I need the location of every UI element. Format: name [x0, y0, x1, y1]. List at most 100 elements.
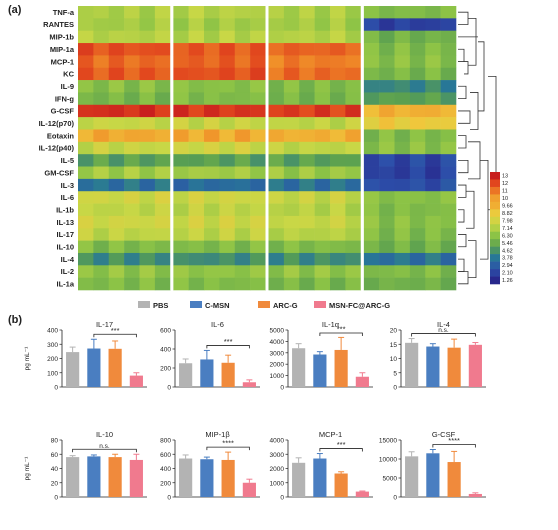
significance-label: ****	[448, 436, 460, 445]
y-tick-label: 20	[390, 328, 398, 335]
heatmap-cell	[219, 203, 236, 217]
heatmap-cell	[425, 117, 441, 130]
heatmap-cell	[154, 166, 171, 180]
heatmap-cell	[394, 6, 411, 19]
heatmap-cell	[234, 154, 251, 167]
y-tick-label: 4000	[270, 339, 285, 346]
heatmap-cell	[154, 104, 171, 118]
heatmap-cell	[234, 117, 251, 130]
heatmap-cell	[440, 92, 457, 106]
heatmap-cell	[219, 265, 236, 278]
heatmap-cell	[440, 228, 457, 241]
heatmap-cell	[188, 215, 205, 229]
bar	[66, 457, 80, 497]
heatmap-cell	[234, 104, 251, 118]
heatmap-cell	[314, 215, 331, 229]
row-label: IL-1b	[56, 205, 74, 214]
heatmap-cell	[154, 92, 171, 106]
heatmap-cell	[108, 43, 125, 56]
heatmap-cell	[299, 104, 315, 118]
heatmap-cell	[93, 265, 110, 278]
heatmap-cell	[78, 104, 94, 118]
heatmap-cell	[283, 166, 300, 180]
significance-bracket	[319, 332, 363, 336]
colorbar-segment	[490, 179, 500, 188]
y-tick-label: 200	[160, 480, 171, 487]
heatmap-cell	[204, 141, 220, 155]
heatmap-cell	[299, 67, 315, 81]
heatmap-cell	[299, 240, 315, 254]
heatmap-cell	[363, 6, 380, 19]
heatmap-cell	[299, 252, 315, 266]
heatmap-cell	[204, 18, 220, 31]
heatmap-cell	[283, 43, 300, 56]
heatmap-cell	[124, 166, 140, 180]
chart-title: IL-17	[96, 320, 113, 329]
heatmap-cell	[379, 265, 395, 278]
heatmap-cell	[219, 129, 236, 143]
heatmap-cell	[108, 191, 125, 204]
heatmap-cell	[173, 154, 189, 167]
colorbar-tick-label: 4.62	[502, 248, 513, 254]
heatmap-cell	[409, 265, 426, 278]
heatmap-cell	[345, 215, 362, 229]
heatmap-cell	[173, 92, 189, 106]
heatmap-cell	[299, 129, 315, 143]
heatmap-cell	[108, 6, 125, 19]
heatmap-cell	[314, 191, 331, 204]
heatmap-cell	[379, 166, 395, 180]
bar	[242, 382, 256, 387]
heatmap-cell	[108, 55, 125, 69]
heatmap-cell	[268, 6, 285, 19]
heatmap-cell	[363, 277, 380, 291]
heatmap-cell	[440, 30, 457, 44]
heatmap-cell	[283, 228, 300, 241]
y-tick-label: 0	[167, 495, 171, 502]
heatmap-cell	[268, 265, 285, 278]
heatmap-cell	[124, 178, 140, 192]
heatmap-cell	[219, 43, 236, 56]
heatmap-cell	[204, 154, 220, 167]
heatmap-cell	[409, 117, 426, 130]
heatmap-cell	[363, 129, 380, 143]
heatmap-cell	[154, 43, 171, 56]
heatmap-cell	[139, 43, 156, 56]
heatmap-cell	[299, 6, 315, 19]
heatmap-cell	[330, 191, 346, 204]
heatmap-cell	[173, 166, 189, 180]
bar	[292, 462, 306, 497]
heatmap-cell	[394, 265, 411, 278]
heatmap-cell	[379, 240, 395, 254]
colorbar-tick-label: 8.82	[502, 211, 513, 217]
heatmap-cell	[204, 252, 220, 266]
heatmap-cell	[314, 154, 331, 167]
heatmap-cell	[330, 55, 346, 69]
heatmap-cell	[268, 30, 285, 44]
panel-label-a: (a)	[8, 4, 22, 16]
heatmap-cell	[78, 129, 94, 143]
heatmap-cell	[93, 55, 110, 69]
heatmap-cell	[345, 154, 362, 167]
heatmap-cell	[345, 55, 362, 69]
heatmap-cell	[425, 104, 441, 118]
heatmap-cell	[124, 265, 140, 278]
bar	[334, 473, 348, 497]
y-tick-label: 200	[160, 366, 171, 373]
row-label: KC	[63, 70, 74, 79]
y-tick-label: 4000	[270, 438, 285, 445]
heatmap-cell	[379, 191, 395, 204]
heatmap-cell	[139, 80, 156, 93]
heatmap-cell	[250, 18, 266, 31]
colorbar-segment	[490, 209, 500, 218]
heatmap-cell	[139, 18, 156, 31]
colorbar-segment	[490, 186, 500, 195]
heatmap-cell	[78, 141, 94, 155]
heatmap-cell	[330, 80, 346, 93]
heatmap-cell	[188, 203, 205, 217]
bar	[242, 482, 256, 497]
heatmap-cell	[440, 129, 457, 143]
heatmap-cell	[268, 129, 285, 143]
heatmap-cell	[394, 154, 411, 167]
bar	[129, 459, 143, 497]
